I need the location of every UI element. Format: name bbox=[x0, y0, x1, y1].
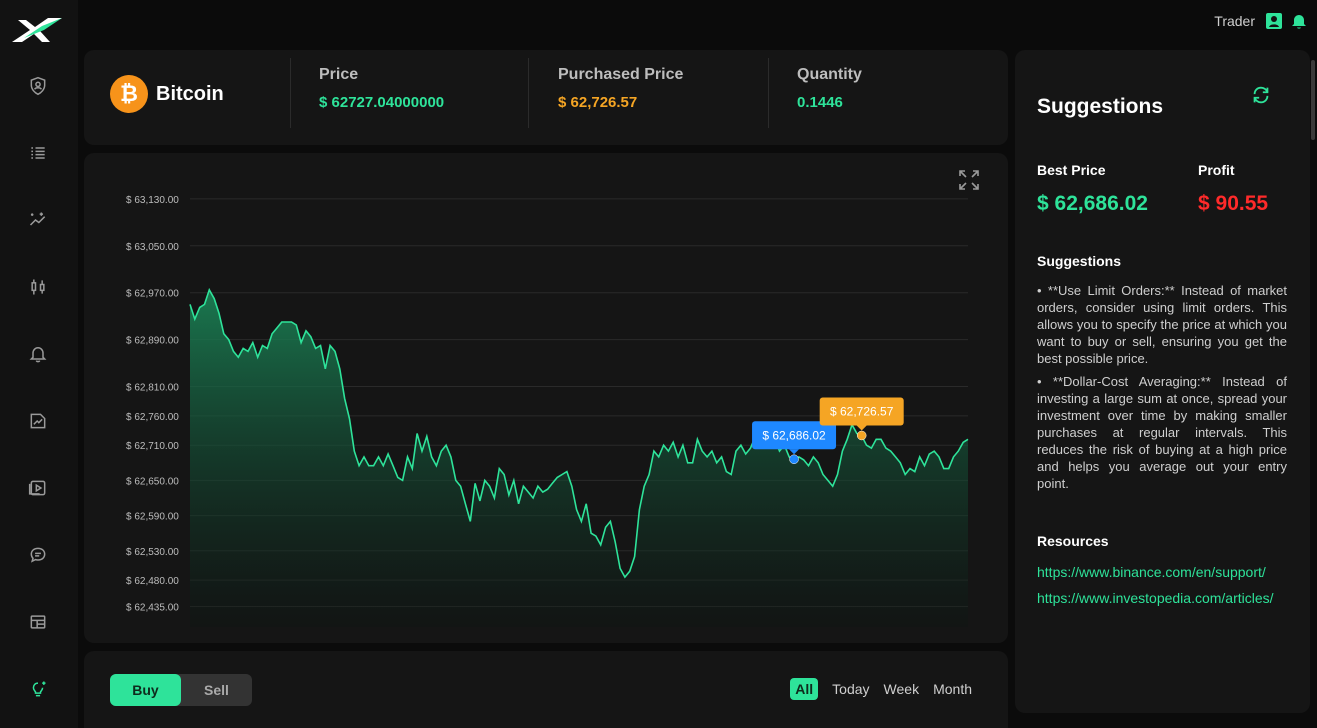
shield-user-icon[interactable] bbox=[26, 74, 50, 98]
buy-sell-toggle[interactable]: Buy Sell bbox=[110, 674, 252, 706]
price-label: Price bbox=[319, 66, 359, 83]
coin-name: Bitcoin bbox=[156, 82, 224, 105]
y-tick-label: $ 62,650.00 bbox=[126, 476, 179, 487]
price-area-fill bbox=[190, 289, 968, 627]
sidebar bbox=[0, 0, 78, 728]
y-tick-label: $ 62,970.00 bbox=[126, 289, 179, 300]
list-icon[interactable] bbox=[26, 141, 50, 165]
purchased-label: Purchased Price bbox=[558, 66, 684, 83]
range-month[interactable]: Month bbox=[933, 681, 972, 697]
image-chart-icon[interactable] bbox=[26, 409, 50, 433]
marker-label: $ 62,686.02 bbox=[762, 428, 826, 442]
buy-button[interactable]: Buy bbox=[110, 674, 181, 706]
best-price-value: $ 62,686.02 bbox=[1037, 192, 1148, 215]
range-week[interactable]: Week bbox=[883, 681, 920, 697]
suggestions-panel: Suggestions Best Price $ 62,686.02 Profi… bbox=[1015, 50, 1310, 713]
price-marker[interactable] bbox=[789, 454, 799, 465]
y-tick-label: $ 62,810.00 bbox=[126, 383, 179, 394]
resource-link[interactable]: https://www.binance.com/en/support/ bbox=[1037, 564, 1266, 580]
candlestick-icon[interactable] bbox=[26, 275, 50, 299]
suggestion-item: • **Dollar-Cost Averaging:** Instead of … bbox=[1037, 374, 1287, 491]
y-tick-label: $ 63,050.00 bbox=[126, 242, 179, 253]
resource-link[interactable]: https://www.investopedia.com/articles/ bbox=[1037, 590, 1274, 606]
bell-icon[interactable] bbox=[26, 342, 50, 366]
y-tick-label: $ 62,710.00 bbox=[126, 441, 179, 452]
purchased-stat: Purchased Price $ 62,726.57 bbox=[558, 66, 683, 111]
best-price-label: Best Price bbox=[1037, 162, 1106, 178]
profit-label: Profit bbox=[1198, 162, 1235, 178]
price-chart[interactable]: $ 63,130.00 $ 63,050.00 $ 62,970.00 $ 62,89… bbox=[84, 153, 1008, 643]
quantity-stat: Quantity 0.1446 bbox=[797, 66, 862, 111]
price-value: $ 62727.04000000 bbox=[319, 94, 445, 111]
y-tick-label: $ 63,130.00 bbox=[126, 195, 179, 206]
sparkle-chart-icon[interactable] bbox=[26, 208, 50, 232]
suggestions-subtitle: Suggestions bbox=[1037, 253, 1122, 269]
divider bbox=[768, 58, 769, 128]
suggestions-list: • **Use Limit Orders:** Instead of marke… bbox=[1037, 282, 1287, 498]
marker-tooltip bbox=[819, 397, 904, 426]
price-chart-card: $ 63,130.00 $ 63,050.00 $ 62,970.00 $ 62,89… bbox=[84, 153, 1008, 643]
quantity-value: 0.1446 bbox=[797, 94, 843, 111]
coin-title: ₿ Bitcoin bbox=[110, 75, 224, 113]
y-tick-label: $ 62,890.00 bbox=[126, 336, 179, 347]
range-all[interactable]: All bbox=[790, 678, 819, 700]
suggestion-item: • **Use Limit Orders:** Instead of marke… bbox=[1037, 283, 1287, 366]
y-tick-label: $ 62,590.00 bbox=[126, 512, 179, 523]
sell-button[interactable]: Sell bbox=[204, 682, 229, 698]
table-icon[interactable] bbox=[26, 610, 50, 634]
y-tick-label: $ 62,760.00 bbox=[126, 412, 179, 423]
marker-label: $ 62,726.57 bbox=[830, 404, 894, 418]
marker-tooltip-arrow bbox=[856, 425, 867, 431]
user-menu[interactable]: Trader bbox=[1214, 10, 1307, 32]
logo[interactable] bbox=[10, 16, 64, 44]
suggestions-title: Suggestions bbox=[1037, 95, 1164, 118]
divider bbox=[290, 58, 291, 128]
y-tick-label: $ 62,480.00 bbox=[126, 576, 179, 587]
trade-controls: Buy Sell All Today Week Month bbox=[84, 651, 1008, 728]
asset-info-card: ₿ Bitcoin Price $ 62727.04000000 Purchas… bbox=[84, 50, 1008, 145]
scrollbar[interactable] bbox=[1311, 60, 1315, 140]
time-range-selector: All Today Week Month bbox=[790, 678, 972, 700]
quantity-label: Quantity bbox=[797, 66, 862, 83]
play-icon[interactable] bbox=[26, 476, 50, 500]
divider bbox=[528, 58, 529, 128]
y-tick-label: $ 62,435.00 bbox=[126, 602, 179, 613]
marker-tooltip-arrow bbox=[789, 449, 800, 455]
price-stat: Price $ 62727.04000000 bbox=[319, 66, 444, 111]
profit-value: $ 90.55 bbox=[1198, 192, 1269, 215]
range-today[interactable]: Today bbox=[832, 681, 870, 697]
marker-tooltip bbox=[752, 421, 837, 450]
refresh-icon[interactable] bbox=[1250, 84, 1272, 106]
user-icon[interactable] bbox=[1265, 12, 1283, 30]
price-marker[interactable] bbox=[856, 430, 867, 441]
user-label: Trader bbox=[1214, 13, 1255, 29]
chat-icon[interactable] bbox=[26, 543, 50, 567]
resources-label: Resources bbox=[1037, 533, 1109, 549]
price-line bbox=[189, 287, 969, 579]
expand-icon[interactable] bbox=[958, 169, 980, 191]
bell-icon[interactable] bbox=[1291, 12, 1307, 30]
purchased-value: $ 62,726.57 bbox=[558, 94, 638, 111]
lightbulb-icon[interactable] bbox=[26, 677, 50, 701]
bitcoin-icon: ₿ bbox=[110, 75, 148, 113]
y-tick-label: $ 62,530.00 bbox=[126, 547, 179, 558]
